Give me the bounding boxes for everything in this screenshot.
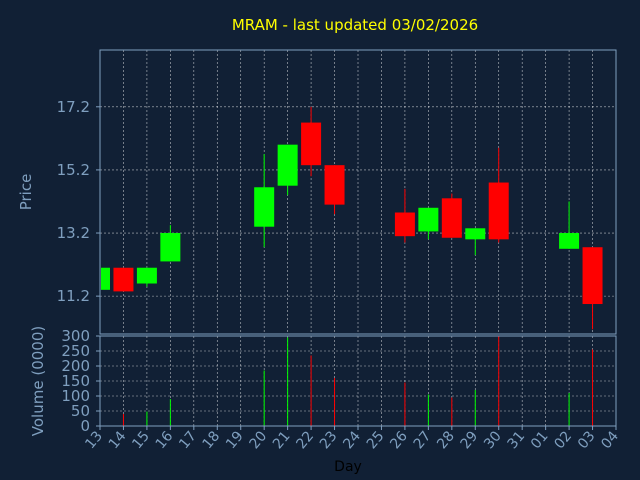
volume-tick-label: 250: [61, 342, 90, 360]
x-tick-label: 31: [505, 428, 529, 452]
price-tick-label: 11.2: [57, 287, 90, 305]
x-tick-label: 02: [551, 428, 575, 452]
candle-body: [324, 165, 345, 205]
candle-body: [418, 207, 439, 232]
x-tick-label: 28: [434, 428, 458, 452]
volume-tick-label: 200: [61, 357, 90, 375]
volume-axis-label: Volume (0000): [29, 326, 47, 436]
volume-bars: [99, 336, 594, 426]
x-tick-label: 03: [575, 428, 599, 452]
volume-tick-label: 100: [61, 387, 90, 405]
x-tick-label: 25: [364, 428, 388, 452]
volume-tick-label: 50: [71, 402, 90, 420]
x-tick-label: 23: [317, 428, 341, 452]
x-tick-label: 16: [153, 428, 177, 452]
candle-body: [582, 247, 603, 305]
x-tick-label: 15: [129, 428, 153, 452]
x-tick-label: 27: [411, 428, 435, 452]
candle-body: [277, 144, 298, 186]
candle-body: [136, 267, 157, 284]
price-tick-label: 13.2: [57, 224, 90, 242]
x-axis-label: Day: [334, 459, 362, 475]
price-grid: [100, 50, 616, 334]
candle-body: [559, 233, 580, 249]
x-tick-label: 18: [200, 428, 224, 452]
x-tick-label: 26: [387, 428, 411, 452]
candle-body: [488, 182, 509, 240]
x-tick-label: 21: [270, 428, 294, 452]
chart-title: MRAM - last updated 03/02/2026: [232, 16, 478, 34]
volume-tick-label: 300: [61, 327, 90, 345]
x-tick-label: 19: [223, 428, 247, 452]
volume-grid: [100, 336, 616, 426]
x-tick-label: 24: [340, 428, 364, 452]
candle-body: [394, 212, 415, 237]
volume-tick-label: 150: [61, 372, 90, 390]
x-tick-label: 04: [598, 428, 622, 452]
candle-body: [113, 267, 134, 292]
candles: [99, 106, 603, 330]
price-tick-label: 15.2: [57, 161, 90, 179]
candle-body: [465, 228, 486, 240]
volume-tick-label: 0: [80, 417, 90, 435]
price-axis-ticks: 11.2 13.2 15.2 17.2: [57, 98, 100, 305]
x-tick-label: 20: [247, 428, 271, 452]
x-tick-label: 29: [458, 428, 482, 452]
candle-body: [301, 122, 322, 166]
x-tick-label: 14: [106, 428, 130, 452]
price-panel-frame: [99, 49, 617, 335]
candle-body: [101, 267, 110, 290]
candle-body: [441, 198, 462, 238]
x-tick-label: 22: [293, 428, 317, 452]
candle-body: [160, 233, 181, 262]
x-tick-label: 30: [481, 428, 505, 452]
x-axis-ticks: 13 14 15 16 17 18 19 20 21 22 23 24 25 26 27 28 29 30 31 01…: [82, 426, 622, 452]
price-tick-label: 17.2: [57, 98, 90, 116]
x-tick-label: 01: [528, 428, 552, 452]
x-tick-label: 17: [176, 428, 200, 452]
price-axis-label: Price: [17, 174, 35, 211]
candle-body: [254, 187, 275, 227]
